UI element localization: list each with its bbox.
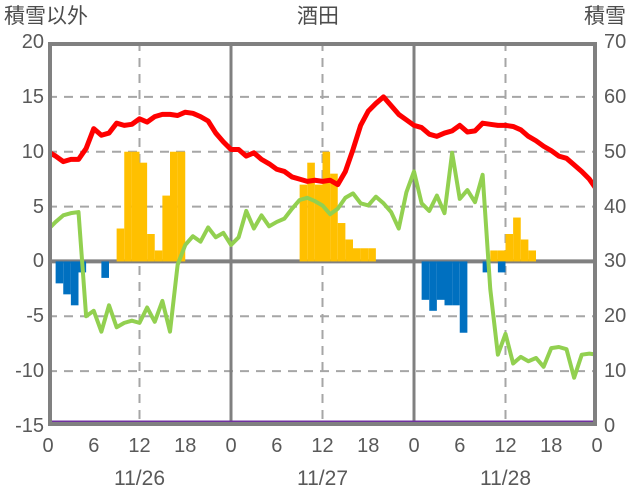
bar-precip-other — [116, 228, 125, 262]
bar-precip-snow — [459, 261, 468, 333]
x-day-label: 11/28 — [480, 467, 531, 490]
x-tick: 0 — [42, 435, 54, 457]
y-tick-left: 15 — [21, 85, 44, 108]
bar-precip-other — [513, 217, 521, 262]
bar-precip-other — [147, 234, 155, 262]
bar-precip-other — [520, 239, 529, 262]
y-tick-left: 10 — [21, 140, 44, 163]
bar-precip-other — [322, 151, 331, 262]
plot-area — [48, 42, 597, 426]
x-day-label: 11/26 — [114, 467, 165, 490]
bar-precip-other — [490, 250, 498, 262]
y-tick-right: 70 — [604, 31, 627, 53]
page-title: 酒田 — [297, 5, 339, 28]
bar-precip-snow — [421, 261, 430, 300]
bar-precip-other — [307, 162, 315, 262]
y-tick-right: 50 — [604, 140, 627, 163]
temperature-line — [48, 94, 597, 193]
bar-precip-snow — [55, 261, 64, 284]
y-tick-right: 40 — [604, 195, 627, 218]
bar-precip-other — [299, 184, 308, 262]
y-tick-left: -15 — [15, 415, 44, 437]
bar-precip-snow — [482, 261, 491, 273]
wind-line — [48, 150, 597, 380]
x-tick: 12 — [494, 435, 517, 457]
bar-precip-snow — [70, 261, 79, 306]
y-tick-left: -10 — [15, 360, 44, 383]
x-day-label: 11/27 — [297, 467, 348, 490]
bar-precip-other — [170, 151, 178, 262]
y-tick-right: 0 — [604, 415, 616, 437]
y-tick-right: 20 — [604, 305, 627, 328]
x-tick: 0 — [225, 435, 237, 457]
bar-precip-other — [154, 250, 163, 262]
plot-border — [48, 42, 597, 426]
left-axis-header: 積雪以外 — [4, 5, 88, 28]
bar-precip-other — [314, 184, 323, 262]
y-tick-right: 60 — [604, 85, 627, 108]
bar-precip-other — [497, 250, 506, 262]
x-tick: 0 — [408, 435, 420, 457]
y-tick-right: 30 — [604, 250, 627, 273]
bar-precip-other — [177, 151, 186, 262]
bar-precip-snow — [444, 261, 453, 306]
x-tick: 6 — [88, 435, 100, 457]
y-tick-left: -5 — [26, 305, 44, 328]
x-tick: 12 — [128, 435, 151, 457]
bar-precip-snow — [452, 261, 460, 306]
bar-precip-snow — [436, 261, 445, 300]
bar-precip-other — [368, 248, 376, 262]
x-tick: 18 — [540, 435, 563, 457]
y-tick-left: 5 — [32, 195, 44, 218]
right-axis-header: 積雪 — [584, 5, 626, 28]
x-tick: 18 — [357, 435, 380, 457]
bar-precip-other — [162, 195, 170, 262]
x-tick: 18 — [174, 435, 197, 457]
bar-precip-snow — [429, 261, 437, 311]
x-tick: 6 — [454, 435, 466, 457]
y-tick-left: 20 — [21, 31, 44, 53]
x-tick: 0 — [591, 435, 603, 457]
y-tick-left: 0 — [32, 250, 44, 273]
bar-precip-other — [124, 151, 132, 262]
bar-precip-snow — [497, 261, 506, 273]
y-tick-right: 10 — [604, 360, 627, 383]
bar-precip-other — [337, 223, 346, 262]
bar-precip-other — [345, 239, 353, 262]
bar-precip-snow — [101, 261, 109, 278]
bar-precip-other — [139, 162, 148, 262]
x-tick: 6 — [271, 435, 283, 457]
bar-precip-snow — [63, 261, 71, 295]
chart-canvas — [48, 42, 597, 426]
bar-precip-other — [505, 234, 514, 262]
bar-precip-other — [353, 248, 361, 262]
bar-precip-other — [330, 173, 338, 262]
x-tick: 12 — [311, 435, 334, 457]
bar-precip-other — [528, 250, 536, 262]
bar-precip-other — [131, 151, 140, 262]
bar-precip-other — [360, 248, 369, 262]
